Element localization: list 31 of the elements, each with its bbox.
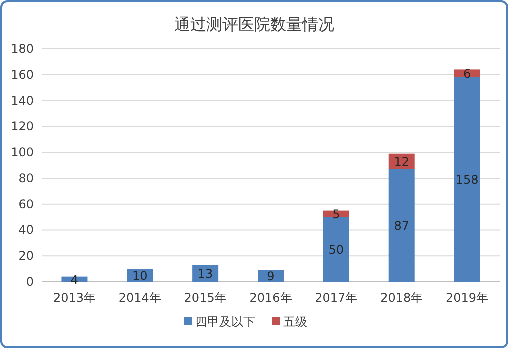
data-label: 158 — [456, 173, 479, 188]
y-tick-label: 80 — [18, 171, 34, 186]
data-label: 10 — [132, 269, 148, 284]
y-tick-label: 160 — [11, 68, 34, 82]
legend-label: 五级 — [284, 315, 308, 329]
x-tick-label: 2019年 — [446, 291, 489, 305]
y-tick-label: 40 — [18, 223, 34, 238]
data-label: 12 — [394, 155, 410, 170]
x-tick-label: 2016年 — [250, 291, 292, 305]
data-label: 87 — [394, 219, 410, 234]
x-tick-label: 2015年 — [184, 291, 227, 305]
x-tick-label: 2014年 — [118, 291, 162, 305]
x-tick-label: 2018年 — [380, 291, 424, 305]
data-label: 13 — [198, 267, 214, 282]
y-tick-label: 0 — [26, 275, 34, 289]
legend-label: 四甲及以下 — [196, 315, 256, 329]
y-tick-label: 180 — [11, 42, 34, 56]
data-label: 9 — [267, 270, 275, 284]
bar — [323, 217, 350, 282]
y-tick-label: 120 — [11, 120, 34, 134]
y-tick-label: 20 — [18, 249, 34, 264]
x-tick-label: 2017年 — [315, 291, 358, 305]
y-tick-label: 60 — [18, 197, 34, 212]
x-tick-label: 2013年 — [53, 291, 96, 305]
bar — [388, 169, 415, 282]
chart-title: 通过测评医院数量情况 — [174, 15, 334, 34]
data-label: 50 — [328, 243, 344, 258]
bar — [454, 77, 480, 282]
data-label: 6 — [463, 67, 472, 82]
y-tick-label: 100 — [11, 146, 34, 160]
y-tick-label: 140 — [11, 94, 34, 108]
